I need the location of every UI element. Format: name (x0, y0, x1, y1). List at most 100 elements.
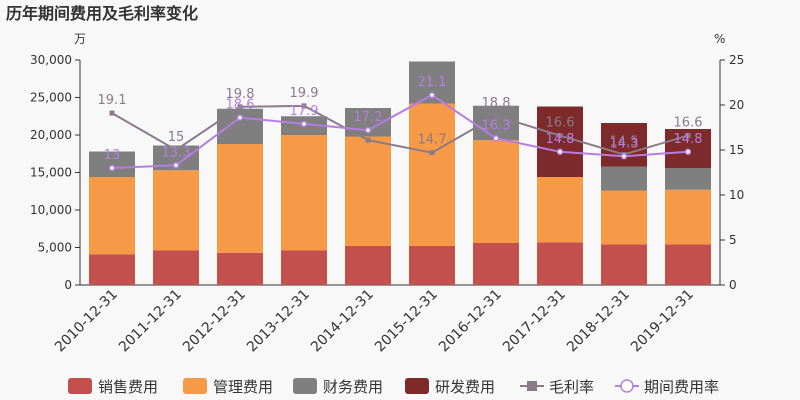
bar-segment (89, 177, 135, 255)
bar-segment (665, 189, 711, 245)
bar-segment (537, 177, 583, 243)
line-data-label: 16.6 (546, 116, 575, 131)
legend-label: 销售费用 (98, 378, 158, 396)
bars (89, 61, 711, 285)
legend-swatch (68, 378, 92, 394)
line-point (365, 137, 371, 143)
line-data-label: 19.8 (226, 87, 255, 102)
x-axis-tick-labels: 2010-12-312011-12-312012-12-312013-12-31… (52, 287, 697, 356)
line-point (556, 148, 564, 156)
left-axis-tick-label: 20,000 (30, 128, 72, 142)
line-data-label: 13 (104, 148, 121, 163)
line-point (108, 164, 116, 172)
line-point (237, 104, 243, 110)
right-axis-tick-label: 0 (729, 278, 737, 292)
line-point (685, 133, 691, 139)
legend-label: 期间费用率 (644, 378, 719, 396)
right-axis-unit: % (714, 32, 725, 46)
bar-segment (601, 244, 647, 285)
legend-swatch (183, 378, 207, 394)
bar-segment (537, 106, 583, 177)
left-axis-tick-label: 10,000 (30, 203, 72, 217)
line-point (684, 148, 692, 156)
bar-segment (217, 144, 263, 253)
bar-segment (601, 166, 647, 191)
legend: 销售费用 管理费用 财务费用 研发费用 毛利率 期间费用率 (68, 378, 719, 396)
legend-item: 财务费用 (293, 378, 383, 396)
legend-label: 财务费用 (323, 378, 383, 396)
line-data-label: 18.6 (226, 98, 255, 113)
bar-segment (665, 168, 711, 190)
x-axis-tick-label: 2013-12-31 (244, 287, 313, 356)
legend-label: 研发费用 (435, 378, 495, 396)
line-point (493, 113, 499, 119)
bar-segment (409, 246, 455, 285)
line-data-label: 14.8 (674, 132, 703, 147)
line-point (300, 120, 308, 128)
line-data-label: 16.6 (674, 116, 703, 131)
line-point (301, 103, 307, 109)
line-data-label: 15 (168, 130, 185, 145)
bar-segment (345, 246, 391, 285)
legend-marker (620, 379, 634, 393)
line-data-label: 17.9 (290, 104, 319, 119)
line-series (111, 93, 689, 169)
x-axis-tick-label: 2015-12-31 (372, 287, 441, 356)
bar-segment (601, 190, 647, 245)
x-axis-tick-label: 2011-12-31 (116, 287, 185, 356)
legend-item: 管理费用 (183, 378, 273, 396)
line-point (557, 133, 563, 139)
line-point (364, 126, 372, 134)
bar-segment (89, 151, 135, 177)
legend-swatch (405, 378, 429, 394)
left-axis-tick-label: 5,000 (38, 241, 72, 255)
left-axis-tick-label: 30,000 (30, 53, 72, 67)
bar-segment (153, 170, 199, 251)
chart-title: 历年期间费用及毛利率变化 (6, 4, 198, 23)
legend-item: 研发费用 (405, 378, 495, 396)
lines (108, 91, 692, 172)
right-axis-tick-label: 25 (729, 53, 744, 67)
x-axis-tick-label: 2012-12-31 (180, 287, 249, 356)
right-axis-tick-label: 5 (729, 233, 737, 247)
legend-item: 销售费用 (68, 378, 158, 396)
right-axis-tick-label: 10 (729, 188, 744, 202)
legend-marker (527, 381, 537, 391)
legend-item: 期间费用率 (615, 378, 719, 396)
x-axis-tick-label: 2016-12-31 (436, 287, 505, 356)
bar-segment (409, 103, 455, 246)
legend-label: 毛利率 (549, 378, 594, 396)
data-labels: 19.1 15 19.8 19.9 14.7 18.8 16.6 14.5 16.6 13 13.3… (98, 75, 703, 163)
bar-segment (281, 250, 327, 285)
line-data-label: 13.3 (162, 145, 191, 160)
line-point (109, 110, 115, 116)
line-data-label: 19.9 (290, 86, 319, 101)
x-axis-tick-label: 2018-12-31 (564, 287, 633, 356)
bar-segment (281, 135, 327, 251)
line-point (428, 91, 436, 99)
line-point (492, 135, 500, 142)
bar-segment (89, 254, 135, 285)
line-data-label: 21.1 (418, 75, 447, 90)
bar-segment (537, 242, 583, 285)
bar-segment (473, 105, 519, 141)
line-point (620, 153, 628, 160)
left-axis-tick-label: 0 (64, 278, 72, 292)
x-axis-tick-label: 2017-12-31 (500, 287, 569, 356)
line-point (429, 150, 435, 156)
line-point (173, 147, 179, 153)
x-axis-tick-label: 2014-12-31 (308, 287, 377, 356)
line-data-label: 17.2 (354, 110, 383, 125)
left-axis-unit: 万 (74, 32, 86, 46)
bar-segment (345, 136, 391, 246)
left-axis-tick-label: 15,000 (30, 166, 72, 180)
line-series (111, 104, 689, 156)
right-axis-tick-label: 15 (729, 143, 744, 157)
right-axis-tick-label: 20 (729, 98, 744, 112)
line-data-label: 19.1 (98, 93, 127, 108)
line-data-label: 18.8 (482, 96, 511, 111)
line-data-label: 16.3 (482, 118, 511, 133)
bar-segment (217, 108, 263, 144)
line-data-label: 14.8 (546, 132, 575, 147)
